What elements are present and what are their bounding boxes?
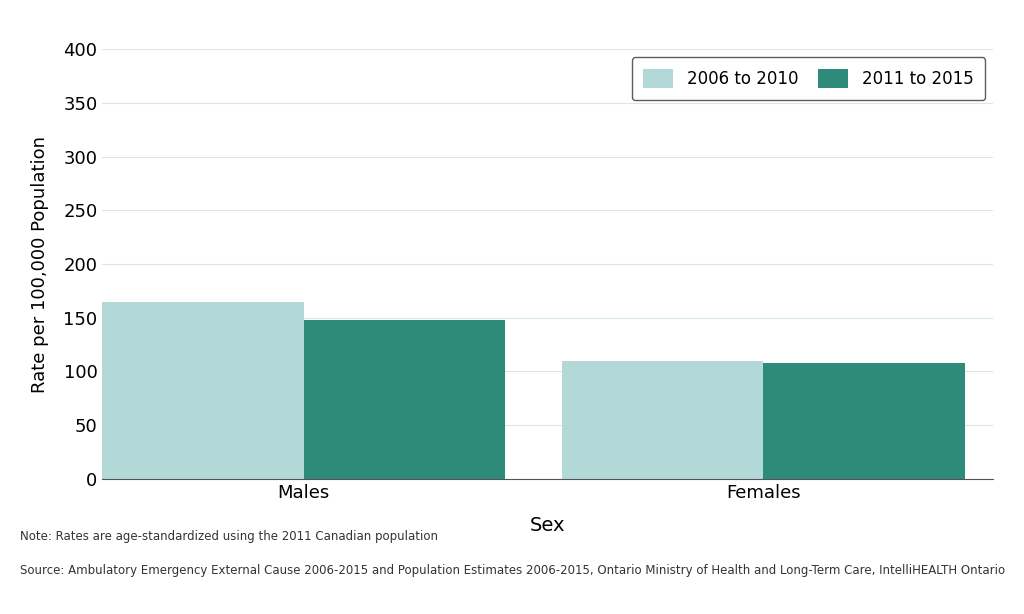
Y-axis label: Rate per 100,000 Population: Rate per 100,000 Population [32, 136, 49, 392]
Legend: 2006 to 2010, 2011 to 2015: 2006 to 2010, 2011 to 2015 [632, 58, 985, 100]
Bar [102, 301, 303, 479]
X-axis label: Sex: Sex [530, 516, 565, 535]
Bar [303, 320, 505, 479]
Bar [763, 363, 965, 479]
Bar [562, 361, 763, 479]
Text: Source: Ambulatory Emergency External Cause 2006-2015 and Population Estimates 2: Source: Ambulatory Emergency External Ca… [20, 564, 1006, 577]
Text: Note: Rates are age-standardized using the 2011 Canadian population: Note: Rates are age-standardized using t… [20, 530, 438, 543]
